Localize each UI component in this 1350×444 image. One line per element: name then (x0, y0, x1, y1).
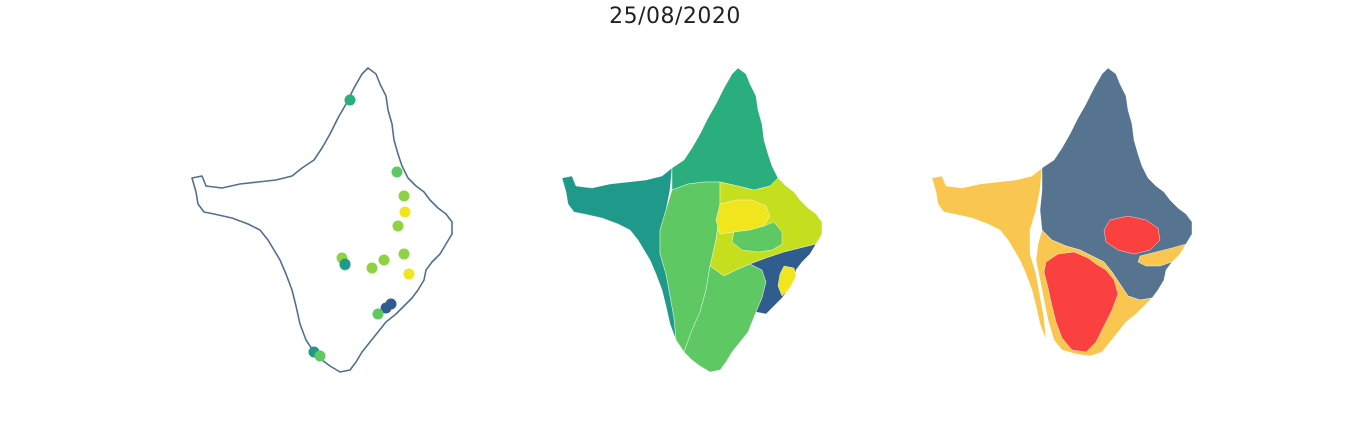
risk-region-west (931, 167, 1047, 341)
point-marker (366, 262, 378, 274)
state-outline (191, 67, 453, 373)
point-marker (392, 220, 404, 232)
point-marker (380, 302, 392, 314)
region-inner (731, 221, 783, 253)
point-marker (398, 248, 410, 260)
points-layer (308, 94, 415, 362)
risk-region-east-yellow (1137, 243, 1187, 267)
point-marker (378, 254, 390, 266)
point-marker (399, 206, 411, 218)
point-marker (344, 94, 356, 106)
point-marker (372, 308, 384, 320)
risk-region-red-north (1103, 215, 1161, 255)
point-marker (398, 190, 410, 202)
point-marker (314, 350, 326, 362)
point-marker (403, 268, 415, 280)
point-marker (339, 258, 351, 270)
risk-region-red-south (1043, 251, 1119, 353)
figure-title: 25/08/2020 (609, 4, 741, 29)
point-marker (391, 166, 403, 178)
region-yellow-east (777, 265, 797, 297)
